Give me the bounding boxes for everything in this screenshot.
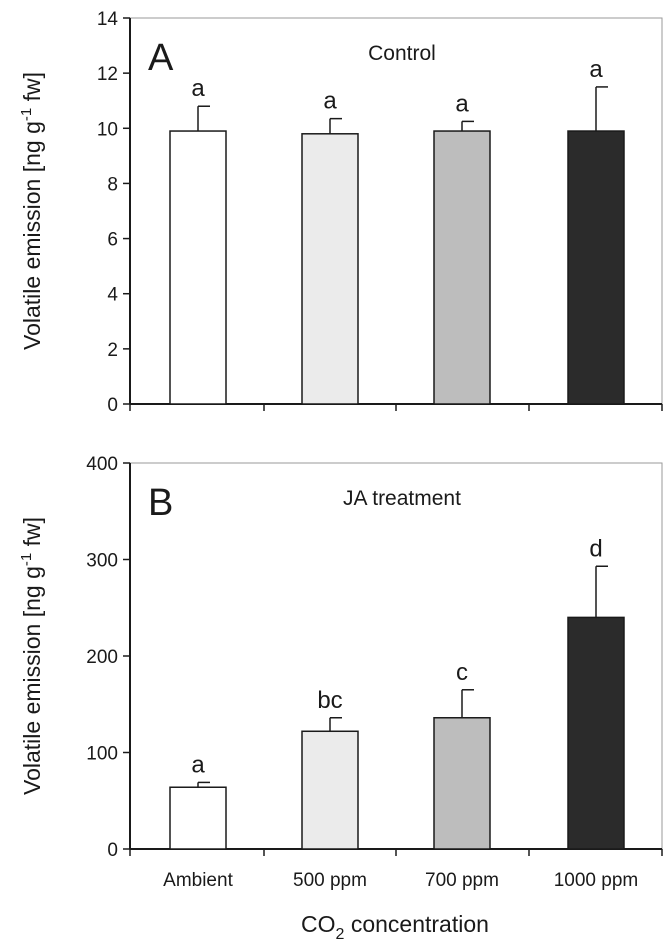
y-tick-label: 200 [86, 647, 118, 668]
significance-label: a [589, 56, 603, 83]
y-axis-title: Volatile emission [ng g-1 fw] [18, 517, 45, 795]
x-axis-title-main: CO [301, 911, 336, 937]
y-tick-label: 300 [86, 551, 118, 572]
category-label: 500 ppm [293, 870, 367, 891]
bar [169, 130, 227, 405]
x-axis-title-subscript: 2 [336, 926, 345, 943]
significance-label: d [589, 535, 602, 562]
y-tick-label: 14 [97, 9, 119, 30]
category-label: Ambient [163, 870, 233, 891]
y-tick-label: 400 [86, 454, 118, 475]
panel-title: Control [368, 42, 436, 65]
significance-label: a [455, 90, 469, 117]
y-axis-title-superscript: -1 [18, 108, 35, 121]
bar [567, 130, 625, 405]
y-axis-title-rest: fw] [19, 72, 45, 108]
y-tick-label: 100 [86, 744, 118, 765]
bar [567, 616, 625, 850]
significance-label: a [191, 75, 205, 102]
y-tick-label: 4 [107, 285, 118, 306]
category-label: 700 ppm [425, 870, 499, 891]
bar [433, 130, 491, 405]
panel-b: 0 100 200 300 400 a bc c d Ambient 500 ppm 700 ppm 1… [18, 454, 663, 891]
significance-label: a [323, 88, 337, 115]
y-tick-label: 2 [107, 340, 118, 361]
significance-label: a [191, 751, 205, 778]
y-axis-title-rest: fw] [19, 517, 45, 553]
y-tick-label: 12 [97, 64, 118, 85]
y-axis-title: Volatile emission [ng g-1 fw] [18, 72, 45, 350]
bar [169, 786, 227, 850]
y-axis-title-main: Volatile emission [ng g [19, 121, 45, 350]
panel-title: JA treatment [343, 487, 461, 510]
y-tick-label: 6 [107, 230, 118, 251]
x-axis-title-rest: concentration [344, 911, 488, 937]
panel-letter: A [148, 37, 174, 79]
y-axis-title-superscript: -1 [18, 553, 35, 566]
y-tick-label: 10 [97, 119, 118, 140]
y-tick-label: 8 [107, 174, 118, 195]
panel-letter: B [148, 482, 173, 524]
significance-label: c [456, 659, 468, 686]
bar [433, 717, 491, 850]
significance-label: bc [317, 687, 342, 714]
x-axis-title: CO2 concentration [301, 911, 489, 943]
category-label: 1000 ppm [554, 870, 639, 891]
bar [301, 133, 359, 405]
y-tick-label: 0 [107, 395, 118, 416]
y-tick-label: 0 [107, 840, 118, 861]
y-axis-title-main: Volatile emission [ng g [19, 566, 45, 795]
bar [301, 730, 359, 850]
